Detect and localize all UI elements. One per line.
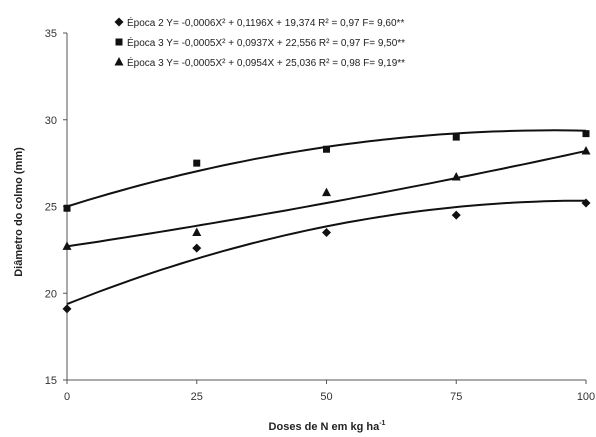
point-diamond xyxy=(581,198,591,208)
trend-line-3 xyxy=(66,150,587,248)
y-tick-label: 35 xyxy=(45,28,57,40)
legend-marker-triangle xyxy=(114,57,124,66)
axes: 15 20 25 30 35 0 25 50 75 100 xyxy=(45,28,595,403)
point-triangle xyxy=(62,241,72,250)
x-axis-title: Doses de N em kg ha-1 xyxy=(269,420,386,433)
point-triangle xyxy=(322,187,331,197)
x-tick-label: 50 xyxy=(320,391,332,403)
point-square xyxy=(193,159,201,167)
point-diamond xyxy=(192,243,202,253)
point-square xyxy=(323,145,330,153)
x-tick-label: 25 xyxy=(191,391,203,403)
y-tick-label: 25 xyxy=(45,202,57,214)
point-diamond xyxy=(322,228,331,238)
point-square xyxy=(582,130,590,138)
point-triangle xyxy=(192,227,202,237)
legend-label-3: Época 3 Y= -0,0005X² + 0,0954X + 25,036 … xyxy=(127,56,405,69)
x-axis-title-sup: -1 xyxy=(379,420,385,427)
point-square xyxy=(452,133,460,141)
data-points xyxy=(62,130,591,314)
x-axis-title-main: Doses de N em kg ha xyxy=(269,421,381,433)
y-tick-label: 15 xyxy=(45,375,57,387)
point-diamond xyxy=(451,210,461,220)
y-tick-label: 30 xyxy=(45,115,57,127)
trend-lines xyxy=(66,129,587,306)
y-tick-label: 20 xyxy=(45,288,57,300)
y-axis-title: Diâmetro do colmo (mm) xyxy=(13,147,25,277)
x-tick-label: 0 xyxy=(64,391,70,403)
trend-line-1 xyxy=(66,199,586,306)
point-square xyxy=(63,204,71,212)
x-tick-label: 100 xyxy=(577,391,595,403)
legend: Época 2 Y= -0,0006X² + 0,1196X + 19,374 … xyxy=(114,16,405,69)
x-tick-label: 75 xyxy=(450,391,462,403)
point-triangle xyxy=(581,145,591,155)
legend-label-1: Época 2 Y= -0,0006X² + 0,1196X + 19,374 … xyxy=(127,16,404,29)
point-triangle xyxy=(451,172,461,181)
legend-label-2: Época 3 Y= -0,0005X² + 0,0937X + 22,556 … xyxy=(127,36,405,49)
legend-marker-diamond xyxy=(114,17,124,27)
legend-marker-square xyxy=(115,38,123,46)
point-diamond xyxy=(62,304,72,314)
